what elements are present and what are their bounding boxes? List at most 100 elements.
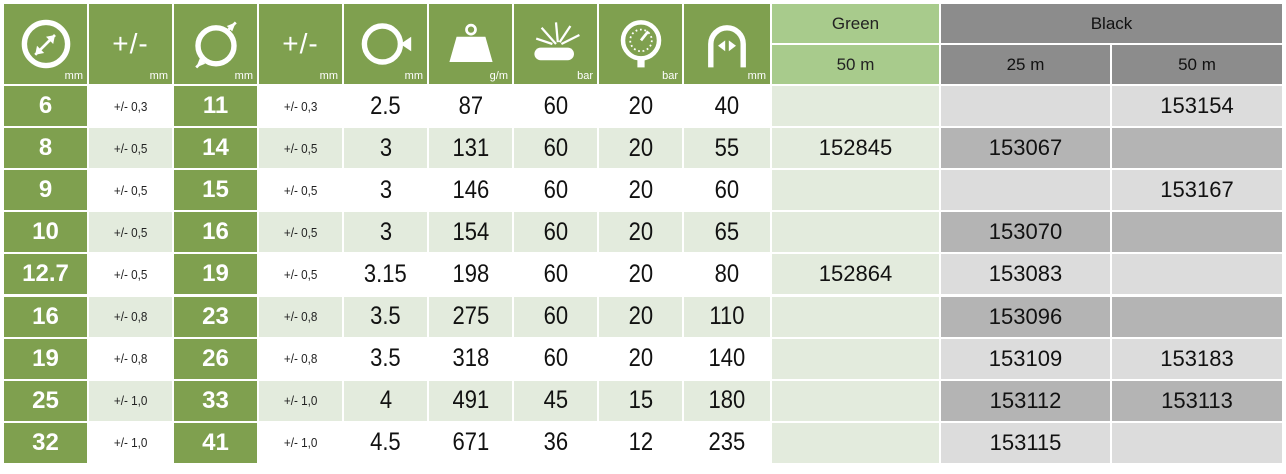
cell-wall: 3.15: [344, 254, 427, 295]
outer-diameter-icon: [194, 21, 237, 69]
header-col-9: mm: [684, 4, 770, 84]
burst-value: 36: [543, 428, 568, 457]
bend-value: 55: [714, 133, 740, 162]
length-label: 50 m: [836, 54, 875, 74]
work-value: 20: [628, 302, 653, 331]
unit-label: mm: [747, 70, 766, 82]
group-black-header: Black: [941, 4, 1282, 43]
id-value: 12.7: [22, 260, 69, 288]
cell-black50: [1112, 296, 1282, 337]
weight-value: 146: [452, 175, 489, 204]
cell-black50: 153183: [1112, 338, 1282, 379]
cell-black25: 153112: [941, 380, 1110, 421]
cell-weight: 198: [429, 254, 512, 295]
bend-value: 140: [708, 344, 746, 373]
wall-value: 3.5: [370, 344, 401, 373]
cell-id: 19: [4, 338, 87, 379]
wall-value: 4.5: [370, 428, 401, 457]
green-label: Green: [831, 13, 880, 33]
cell-weight: 154: [429, 212, 512, 253]
wall-value: 3.15: [364, 259, 407, 288]
cell-bend: 80: [684, 254, 770, 295]
cell-green50: 152845: [772, 128, 939, 169]
header-col-6: g/m: [429, 4, 512, 84]
cell-tol2: +/- 0,8: [259, 338, 342, 379]
cell-id: 16: [4, 296, 87, 337]
cell-bend: 40: [684, 86, 770, 127]
cell-tol1: +/- 0,3: [89, 86, 172, 127]
cell-black25: 153070: [941, 212, 1110, 253]
cell-tol1: +/- 0,5: [89, 212, 172, 253]
length-label: 50 m: [1178, 54, 1216, 74]
cell-work: 12: [599, 422, 682, 463]
wall-value: 4: [379, 386, 392, 415]
black-25m-header: 25 m: [941, 45, 1110, 84]
cell-weight: 131: [429, 128, 512, 169]
weight-icon: [448, 23, 493, 62]
od-value: 26: [202, 344, 229, 372]
tol2-value: +/- 0,5: [283, 182, 318, 198]
tol1-value: +/- 0,5: [113, 266, 148, 282]
od-value: 16: [202, 218, 229, 246]
cell-weight: 275: [429, 296, 512, 337]
bend-radius-icon: [708, 25, 746, 68]
cell-tol1: +/- 1,0: [89, 422, 172, 463]
cell-black25: [941, 86, 1110, 127]
header-col-7: bar: [514, 4, 597, 84]
cell-work: 15: [599, 380, 682, 421]
cell-work: 20: [599, 296, 682, 337]
cell-tol2: +/- 0,5: [259, 212, 342, 253]
cell-id: 12.7: [4, 254, 87, 295]
cell-green50: [772, 296, 939, 337]
bend-value: 235: [708, 428, 746, 457]
cell-tol2: +/- 1,0: [259, 380, 342, 421]
cell-wall: 2.5: [344, 86, 427, 127]
cell-black25: 153115: [941, 422, 1110, 463]
cell-tol1: +/- 0,8: [89, 296, 172, 337]
black50-value: 153154: [1160, 93, 1234, 119]
id-value: 10: [32, 218, 59, 246]
tol2-value: +/- 0,5: [283, 224, 318, 240]
cell-black50: [1112, 128, 1282, 169]
bend-value: 40: [714, 91, 740, 120]
unit-label: mm: [319, 70, 338, 82]
unit-label: mm: [149, 70, 168, 82]
work-value: 20: [628, 133, 653, 162]
tol1-value: +/- 0,8: [113, 351, 148, 367]
cell-tol2: +/- 0,8: [259, 296, 342, 337]
cell-tol1: +/- 0,5: [89, 128, 172, 169]
tolerance-header: +/-: [112, 28, 149, 59]
cell-black25: 153083: [941, 254, 1110, 295]
cell-bend: 110: [684, 296, 770, 337]
cell-tol1: +/- 1,0: [89, 380, 172, 421]
green50-value: 152845: [818, 135, 893, 161]
cell-wall: 3: [344, 128, 427, 169]
black50-value: 153113: [1161, 387, 1233, 413]
burst-value: 60: [543, 91, 568, 120]
id-value: 19: [32, 344, 59, 372]
cell-id: 32: [4, 422, 87, 463]
cell-od: 26: [174, 338, 257, 379]
cell-green50: [772, 422, 939, 463]
tol2-value: +/- 1,0: [283, 435, 318, 451]
cell-tol1: +/- 0,5: [89, 254, 172, 295]
unit-label: bar: [577, 70, 593, 82]
burst-value: 60: [543, 259, 568, 288]
wall-thickness-icon: [361, 23, 411, 65]
cell-id: 8: [4, 128, 87, 169]
id-value: 6: [38, 92, 53, 120]
cell-od: 33: [174, 380, 257, 421]
cell-tol2: +/- 0,5: [259, 254, 342, 295]
cell-bend: 60: [684, 170, 770, 211]
weight-value: 154: [452, 217, 489, 246]
od-value: 15: [202, 176, 229, 204]
work-value: 20: [628, 217, 653, 246]
black-label: Black: [1090, 13, 1133, 33]
cell-od: 41: [174, 422, 257, 463]
cell-burst: 60: [514, 86, 597, 127]
burst-value: 60: [543, 175, 568, 204]
header-col-3: mm: [174, 4, 257, 84]
black25-value: 153109: [988, 345, 1063, 371]
tol1-value: +/- 0,8: [113, 309, 148, 325]
wall-value: 2.5: [370, 91, 401, 120]
